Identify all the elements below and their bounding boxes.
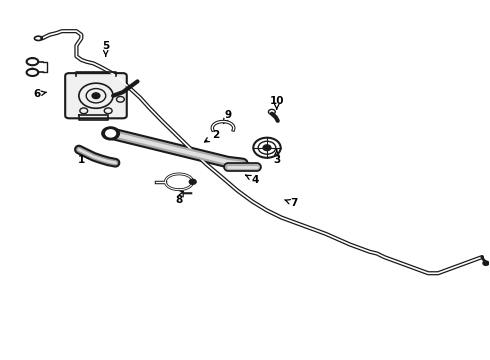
Text: 1: 1	[78, 154, 90, 165]
Circle shape	[483, 261, 489, 265]
Text: 6: 6	[34, 89, 47, 99]
Text: 5: 5	[102, 41, 109, 56]
Circle shape	[102, 127, 120, 140]
Circle shape	[106, 130, 116, 137]
Text: 8: 8	[175, 192, 183, 205]
Text: 2: 2	[205, 130, 220, 142]
FancyBboxPatch shape	[65, 73, 127, 118]
Text: 4: 4	[245, 175, 258, 185]
Circle shape	[92, 93, 100, 99]
Circle shape	[189, 179, 196, 184]
Text: 9: 9	[223, 111, 231, 123]
Circle shape	[263, 145, 271, 150]
Text: 10: 10	[270, 96, 284, 109]
Text: 7: 7	[285, 198, 297, 208]
Text: 3: 3	[273, 150, 280, 165]
